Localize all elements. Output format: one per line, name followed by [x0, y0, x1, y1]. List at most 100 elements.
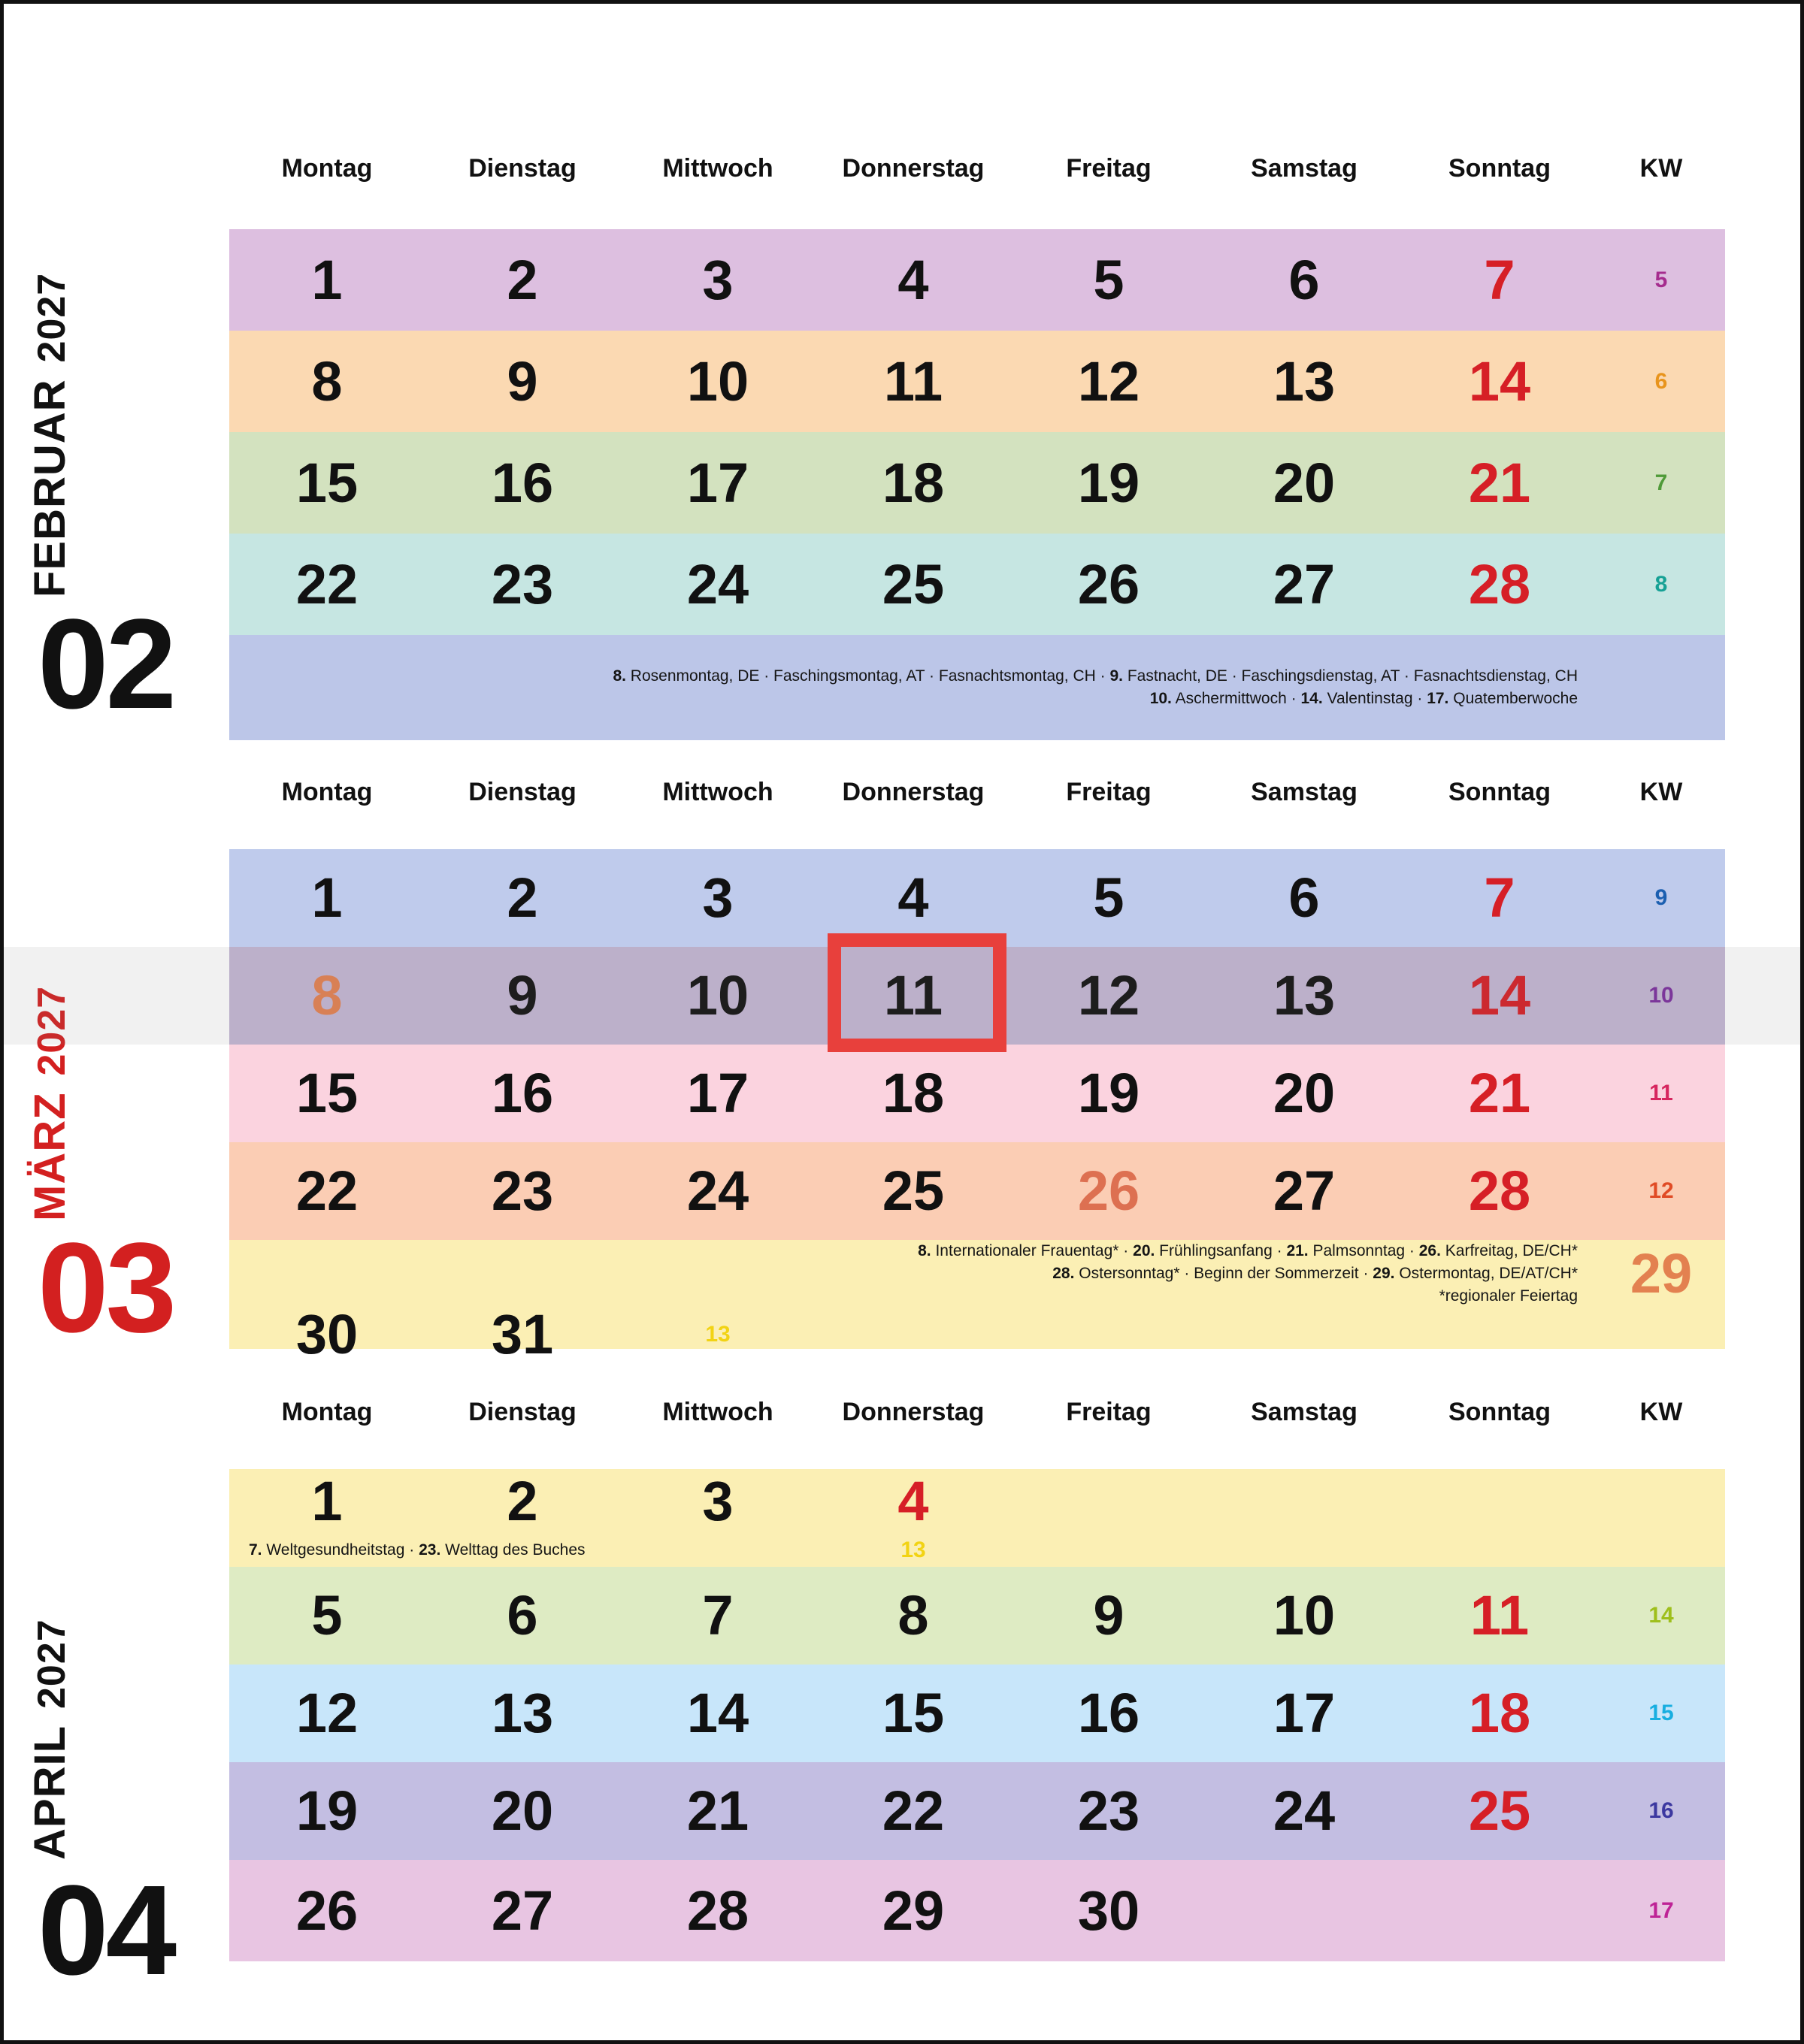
day-cell[interactable]: 18 — [882, 451, 945, 514]
day-cell[interactable]: 19 — [1077, 1062, 1140, 1124]
day-cell[interactable]: 2 — [507, 248, 538, 311]
day-cell[interactable]: 17 — [686, 451, 749, 514]
day-cell[interactable]: 3 — [702, 248, 734, 311]
day-cell[interactable]: 13 — [1273, 349, 1336, 413]
day-cell[interactable]: 5 — [1093, 866, 1124, 929]
day-cell[interactable]: 1 — [311, 248, 343, 311]
day-cell[interactable]: 6 — [1288, 866, 1320, 929]
day-cell[interactable]: 3 — [702, 1469, 734, 1532]
day-cell[interactable]: 26 — [1077, 552, 1140, 615]
week-number: 7 — [1654, 470, 1668, 495]
day-cell[interactable]: 27 — [1273, 1160, 1336, 1222]
day-cell[interactable]: 29 — [882, 1879, 945, 1942]
kw-header: KW — [1639, 154, 1683, 183]
day-cell[interactable]: 8 — [311, 964, 343, 1027]
day-cell[interactable]: 26 — [1077, 1160, 1140, 1222]
day-cell[interactable]: 22 — [882, 1779, 945, 1842]
week-number: 12 — [1648, 1178, 1674, 1203]
day-cell[interactable]: 23 — [1077, 1779, 1140, 1842]
note-line: 10. Aschermittwoch · 14. Valentinstag · … — [1149, 690, 1578, 707]
day-cell[interactable]: 19 — [295, 1779, 359, 1842]
day-cell[interactable]: 25 — [1468, 1779, 1531, 1842]
day-cell[interactable]: 18 — [1468, 1682, 1531, 1744]
day-cell[interactable]: 27 — [1273, 552, 1336, 615]
day-cell[interactable]: 16 — [491, 1062, 554, 1124]
day-cell[interactable]: 6 — [507, 1584, 538, 1646]
day-cell[interactable]: 13 — [491, 1682, 554, 1744]
day-cell[interactable]: 20 — [491, 1779, 554, 1842]
day-cell[interactable]: 16 — [1077, 1682, 1140, 1744]
day-cell[interactable]: 15 — [295, 451, 359, 514]
day-cell[interactable]: 24 — [686, 1160, 749, 1222]
weekday-header-row: Montag Dienstag Mittwoch Donnerstag Freitag S… — [229, 154, 1725, 183]
day-cell[interactable]: 15 — [295, 1062, 359, 1124]
day-cell[interactable]: 9 — [1093, 1584, 1124, 1646]
selected-day-highlight[interactable] — [828, 933, 1006, 1052]
day-cell[interactable]: 21 — [686, 1779, 749, 1842]
month-number: 04 — [38, 1859, 177, 2002]
day-cell[interactable]: 3 — [702, 866, 734, 929]
day-cell[interactable]: 12 — [295, 1682, 359, 1744]
day-cell[interactable]: 30 — [1077, 1879, 1140, 1942]
weekday-header-samstag: Samstag — [1251, 1398, 1358, 1426]
day-cell[interactable]: 10 — [1273, 1584, 1336, 1646]
day-cell[interactable]: 1 — [311, 866, 343, 929]
day-cell[interactable]: 25 — [882, 552, 945, 615]
month-year: 2027 — [30, 1619, 74, 1709]
day-cell[interactable]: 5 — [1093, 248, 1124, 311]
day-cell[interactable]: 13 — [1273, 964, 1336, 1027]
day-cell[interactable]: 1 — [311, 1469, 343, 1532]
day-cell[interactable]: 11 — [1470, 1584, 1530, 1646]
day-cell[interactable]: 9 — [507, 349, 538, 413]
day-cell[interactable]: 15 — [882, 1682, 945, 1744]
day-cell[interactable]: 7 — [1484, 248, 1515, 311]
day-cell[interactable]: 18 — [882, 1062, 945, 1124]
day-cell[interactable]: 16 — [491, 451, 554, 514]
day-cell[interactable]: 23 — [491, 1160, 554, 1222]
day-cell[interactable]: 5 — [311, 1584, 343, 1646]
note-line: 28. Ostersonntag* · Beginn der Sommerzei… — [1052, 1264, 1578, 1282]
day-cell[interactable]: 4 — [897, 248, 929, 311]
day-cell[interactable]: 4 — [897, 866, 929, 929]
day-cell[interactable]: 8 — [311, 349, 343, 413]
day-cell[interactable]: 4 — [897, 1469, 929, 1532]
day-cell[interactable]: 28 — [1468, 552, 1531, 615]
day-cell[interactable]: 23 — [491, 552, 554, 615]
day-cell[interactable]: 2 — [507, 866, 538, 929]
day-cell[interactable]: 14 — [1468, 964, 1531, 1027]
day-cell[interactable]: 27 — [491, 1879, 554, 1942]
day-cell[interactable]: 22 — [295, 552, 359, 615]
day-cell[interactable]: 11 — [883, 964, 943, 1027]
day-cell[interactable]: 29 — [1630, 1241, 1693, 1305]
day-cell[interactable]: 14 — [686, 1682, 749, 1744]
day-cell[interactable]: 24 — [1273, 1779, 1336, 1842]
day-cell[interactable]: 17 — [1273, 1682, 1336, 1744]
day-cell[interactable]: 30 — [295, 1303, 359, 1366]
day-cell[interactable]: 21 — [1468, 451, 1531, 514]
day-cell[interactable]: 26 — [295, 1879, 359, 1942]
day-cell[interactable]: 7 — [1484, 866, 1515, 929]
note-line: 8. Internationaler Frauentag* · 20. Früh… — [918, 1242, 1578, 1259]
day-cell[interactable]: 25 — [882, 1160, 945, 1222]
day-cell[interactable]: 10 — [686, 349, 749, 413]
day-cell[interactable]: 19 — [1077, 451, 1140, 514]
day-cell[interactable]: 24 — [686, 552, 749, 615]
day-cell[interactable]: 7 — [702, 1584, 734, 1646]
day-cell[interactable]: 2 — [507, 1469, 538, 1532]
day-cell[interactable]: 20 — [1273, 451, 1336, 514]
day-cell[interactable]: 14 — [1468, 349, 1531, 413]
day-cell[interactable]: 11 — [883, 349, 943, 413]
day-cell[interactable]: 9 — [507, 964, 538, 1027]
day-cell[interactable]: 12 — [1077, 349, 1140, 413]
day-cell[interactable]: 12 — [1077, 964, 1140, 1027]
day-cell[interactable]: 6 — [1288, 248, 1320, 311]
day-cell[interactable]: 28 — [1468, 1160, 1531, 1222]
day-cell[interactable]: 20 — [1273, 1062, 1336, 1124]
day-cell[interactable]: 10 — [686, 964, 749, 1027]
day-cell[interactable]: 21 — [1468, 1062, 1531, 1124]
day-cell[interactable]: 31 — [491, 1303, 554, 1366]
day-cell[interactable]: 22 — [295, 1160, 359, 1222]
day-cell[interactable]: 8 — [897, 1584, 929, 1646]
day-cell[interactable]: 28 — [686, 1879, 749, 1942]
day-cell[interactable]: 17 — [686, 1062, 749, 1124]
